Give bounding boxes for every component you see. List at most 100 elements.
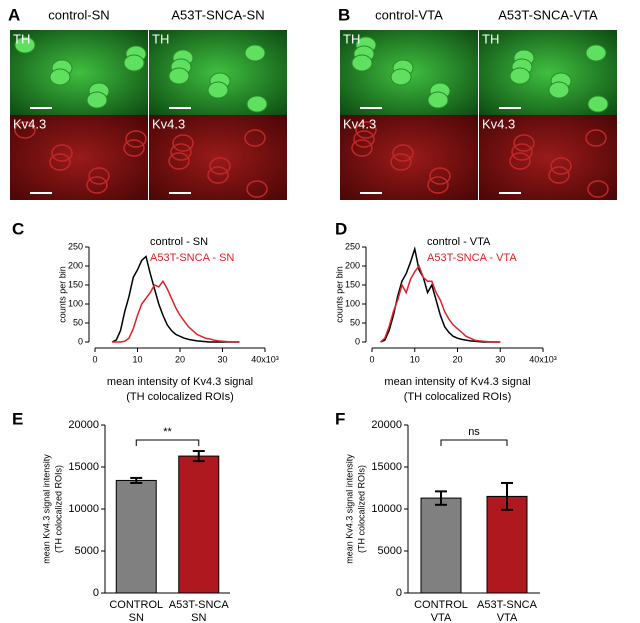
image-label: TH [152,31,169,46]
cell [585,44,607,62]
cell-red [390,153,412,171]
cell-red [86,176,108,194]
y-tick-label: 5000 [378,545,402,557]
series-line [112,279,240,343]
x-tick-label: SN [191,612,206,623]
significance-bracket [135,439,200,446]
bar [178,455,220,594]
x-tick-label: SN [129,612,144,623]
series-line [111,255,240,343]
cell [548,81,570,99]
legend-entry: A53T-SNCA - SN [150,252,234,264]
y-axis-label: counts per bin [334,266,344,323]
y-axis-label: (TH colocalized ROIs) [53,465,63,553]
image-label: Kv4.3 [482,116,515,131]
legend-entry: A53T-SNCA - VTA [427,252,517,264]
cell-red [123,139,145,157]
significance-label: ** [163,426,172,438]
cell [351,54,373,72]
x-tick-label: 40x10³ [529,354,557,364]
panel-letter: E [12,409,23,428]
cell [86,91,108,109]
kv-image [479,115,617,200]
cell-red [550,157,572,175]
cell [207,81,229,99]
x-tick-label: 20 [452,354,462,364]
bar [420,497,462,594]
column-label: control-SN [48,7,109,22]
significance-label: ns [468,426,480,438]
y-tick-label: 50 [73,317,83,327]
image-label: Kv4.3 [13,116,46,131]
series-line [380,264,501,343]
cell-red [170,143,192,161]
cell [509,67,531,85]
x-axis-label: mean intensity of Kv4.3 signal [384,376,530,388]
y-tick-label: 150 [345,279,360,289]
cell [123,54,145,72]
y-tick-label: 20000 [68,419,99,431]
y-tick-label: 50 [350,317,360,327]
image-label: TH [13,31,30,46]
x-tick-label: 10 [410,354,420,364]
x-tick-label: A53T-SNCA [169,599,230,611]
cell-red [14,121,36,139]
y-axis-label: mean Kv4.3 signal intensity [344,454,354,564]
cell [427,91,449,109]
x-tick-label: 40x10³ [251,354,279,364]
cell-red [509,152,531,170]
cell-red [585,129,607,147]
panel-letter: B [338,5,350,24]
cell-red [353,130,375,148]
y-tick-label: 200 [68,260,83,270]
y-tick-label: 15000 [371,461,402,473]
bar [115,479,157,594]
y-axis-label: counts per bin [57,266,67,323]
cell [168,67,190,85]
y-tick-label: 200 [345,260,360,270]
panel-letter: A [8,5,20,24]
column-label: A53T-SNCA-VTA [498,7,598,22]
x-tick-label: 20 [175,354,185,364]
panel-letter: F [335,409,345,428]
cell-red [429,167,451,185]
x-tick-label: CONTROL [109,599,163,611]
x-tick-label: 10 [132,354,142,364]
y-tick-label: 250 [345,241,360,251]
x-axis-label: (TH colocalized ROIs) [404,391,512,403]
cell-red [548,166,570,184]
panel-letter: D [335,219,347,238]
cell-red [511,143,533,161]
y-tick-label: 100 [68,298,83,308]
y-tick-label: 5000 [75,545,99,557]
cell-red [168,152,190,170]
cell [244,44,266,62]
cell-red [88,167,110,185]
x-tick-label: A53T-SNCA [477,599,538,611]
cell [246,95,268,113]
image-label: Kv4.3 [152,116,185,131]
y-tick-label: 250 [68,241,83,251]
x-tick-label: 30 [495,354,505,364]
y-tick-label: 0 [355,336,360,346]
cell-red [125,130,147,148]
y-tick-label: 20000 [371,419,402,431]
y-tick-label: 0 [93,587,99,599]
cell [49,68,71,86]
x-tick-label: 30 [217,354,227,364]
cell-red [49,153,71,171]
series-line [380,245,501,343]
kv-image [10,115,148,200]
cell [390,68,412,86]
cell-red [513,134,535,152]
x-tick-label: VTA [431,612,452,623]
y-axis-label: (TH colocalized ROIs) [356,465,366,553]
bar [486,495,528,594]
cell [14,36,36,54]
x-axis-label: mean intensity of Kv4.3 signal [107,376,253,388]
panel-letter: C [12,219,24,238]
y-axis-label: mean Kv4.3 signal intensity [41,454,51,564]
x-tick-label: 0 [92,354,97,364]
y-tick-label: 0 [396,587,402,599]
x-tick-label: VTA [497,612,518,623]
